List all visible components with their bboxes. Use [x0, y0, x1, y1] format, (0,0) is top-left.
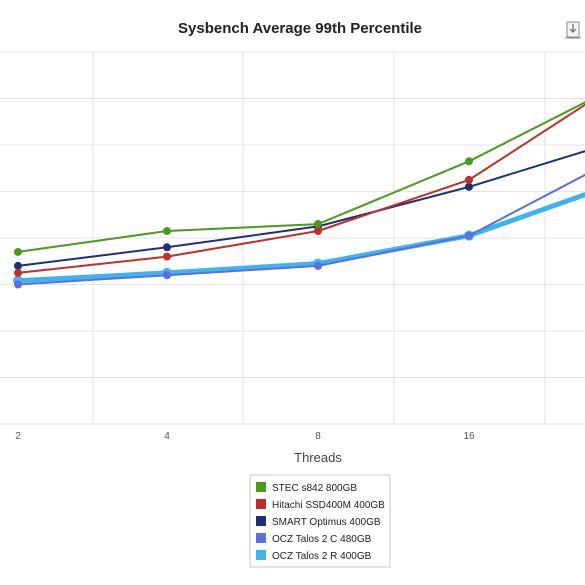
x-tick-label: 2 [15, 431, 21, 442]
data-point[interactable] [465, 231, 473, 240]
legend-item[interactable]: SMART Optimus 400GB [256, 516, 381, 528]
legend-swatch [256, 482, 266, 492]
data-point[interactable] [14, 280, 22, 289]
data-point[interactable] [163, 227, 171, 236]
x-axis-title: Threads [294, 450, 342, 465]
legend-swatch [256, 533, 266, 543]
legend-item[interactable]: Hitachi SSD400M 400GB [256, 499, 385, 511]
legend-label: OCZ Talos 2 R 400GB [272, 551, 372, 562]
export-icon[interactable] [565, 21, 581, 39]
x-tick-label: 8 [315, 431, 321, 442]
data-point[interactable] [465, 175, 473, 184]
series-0 [14, 101, 585, 256]
data-point[interactable] [465, 182, 473, 191]
x-tick-label: 4 [164, 431, 170, 442]
data-point[interactable] [14, 247, 22, 256]
series-3 [14, 173, 585, 289]
data-point[interactable] [163, 252, 171, 261]
data-point[interactable] [163, 243, 171, 252]
legend-box [249, 474, 391, 568]
series-4 [13, 191, 585, 286]
legend-label: STEC s842 800GB [272, 483, 357, 494]
legend-swatch [256, 550, 266, 560]
legend: STEC s842 800GB Hitachi SSD400M 400GB SMAR… [249, 474, 391, 568]
data-point[interactable] [314, 261, 322, 270]
data-point[interactable] [314, 227, 322, 236]
series-1 [14, 103, 585, 277]
grid [0, 51, 585, 425]
data-point[interactable] [465, 157, 473, 166]
x-axis-ticks: 2481632 [15, 431, 475, 442]
data-point[interactable] [314, 220, 322, 229]
plot-area [13, 101, 585, 289]
chart-title: Sysbench Average 99th Percentile [178, 20, 422, 37]
legend-label: OCZ Talos 2 C 480GB [272, 534, 372, 545]
legend-item[interactable]: OCZ Talos 2 R 400GB [256, 550, 372, 562]
data-point[interactable] [163, 271, 171, 280]
data-point[interactable] [14, 261, 22, 270]
x-tick-label: 16 [463, 431, 475, 442]
legend-item[interactable]: STEC s842 800GB [256, 482, 357, 494]
data-point[interactable] [14, 268, 22, 277]
legend-swatch [256, 499, 266, 509]
legend-label: Hitachi SSD400M 400GB [272, 500, 385, 511]
series-2 [14, 150, 585, 270]
legend-swatch [256, 516, 266, 526]
legend-item[interactable]: OCZ Talos 2 C 480GB [256, 533, 372, 545]
legend-label: SMART Optimus 400GB [272, 517, 381, 528]
